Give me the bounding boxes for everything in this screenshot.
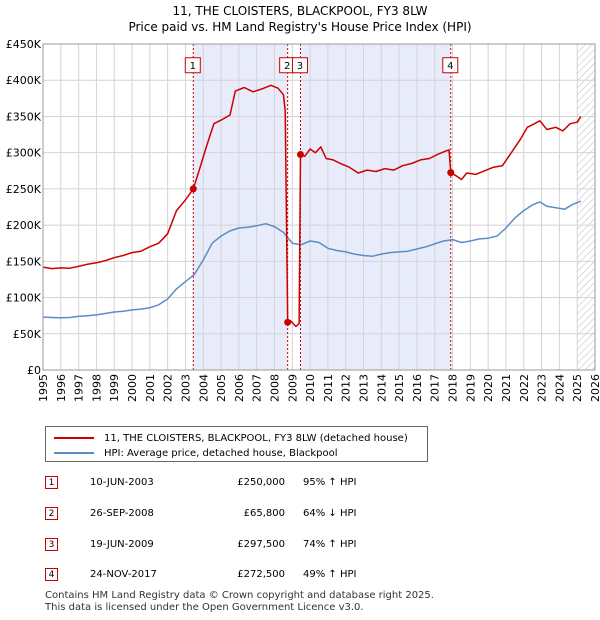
sale-marker-box [291,57,308,74]
legend-item-hpi: HPI: Average price, detached house, Blac… [54,446,338,460]
transaction-number: 4 [45,568,58,581]
x-tick-label: 2001 [144,374,157,402]
sale-marker-number: 4 [447,61,453,72]
sale-point [447,169,455,177]
y-tick-label: £50K [13,328,42,341]
legend-label-property: 11, THE CLOISTERS, BLACKPOOL, FY3 8LW (d… [104,432,408,444]
sale-marker-number: 2 [284,61,290,72]
y-axis: £0 £50K £100K £150K £200K £250K £300K £350K £400… [6,38,596,377]
transaction-row: 3 19-JUN-2009 £297,500 74% ↑ HPI [45,536,405,556]
x-tick-label: 2022 [518,374,531,402]
x-tick-label: 2017 [429,374,442,402]
x-tick-label: 2014 [375,374,388,402]
chart-subtitle: Price paid vs. HM Land Registry's House … [128,20,471,34]
x-tick-label: 2025 [571,374,584,402]
transaction-price: £65,800 [243,508,285,519]
x-axis: 1995 1996 1997 1998 1999 2000 2001 2002 2003 2004… [37,374,600,402]
x-tick-label: 1996 [55,374,68,402]
transaction-number: 2 [45,507,58,520]
transaction-row: 2 26-SEP-2008 £65,800 64% ↓ HPI [45,505,405,525]
sale-marker-box [442,57,459,74]
x-tick-label: 2006 [233,374,246,402]
sale-marker-number: 3 [297,61,303,72]
x-tick-label: 2012 [340,374,353,402]
y-tick-label: £350K [6,110,42,123]
y-tick-label: £250K [6,183,42,196]
transaction-date: 24-NOV-2017 [90,569,157,580]
sale-marker-number: 1 [190,61,196,72]
plot-border [42,43,596,371]
y-tick-label: £100K [6,292,42,305]
x-tick-label: 2020 [482,374,495,402]
hpi-line [42,200,582,319]
x-tick-label: 2007 [251,374,264,402]
transaction-date: 10-JUN-2003 [90,477,154,488]
transaction-number: 3 [45,538,58,551]
y-tick-label: £400K [6,74,42,87]
x-tick-label: 2018 [447,374,460,402]
transaction-date: 26-SEP-2008 [90,508,154,519]
x-tick-label: 2026 [589,374,600,402]
footer-line-1: Contains HM Land Registry data © Crown c… [45,590,434,601]
transaction-hpi: 74% ↑ HPI [303,539,357,550]
legend-swatch-hpi [54,452,94,454]
x-tick-label: 2016 [411,374,424,402]
x-tick-label: 2004 [197,374,210,402]
legend-label-hpi: HPI: Average price, detached house, Blac… [104,447,338,459]
x-tick-label: 2011 [322,374,335,402]
forecast-hatched-area [577,44,595,370]
x-tick-label: 2010 [304,374,317,402]
x-tick-label: 2000 [126,374,139,402]
x-tick-label: 2013 [358,374,371,402]
legend-swatch-property [54,437,94,439]
sale-point [189,185,197,193]
series-layer [42,84,582,328]
transaction-price: £250,000 [237,477,285,488]
y-tick-label: £450K [6,38,42,51]
transaction-hpi: 95% ↑ HPI [303,477,357,488]
transaction-hpi: 64% ↓ HPI [303,508,357,519]
chart-title: 11, THE CLOISTERS, BLACKPOOL, FY3 8LW [172,4,427,18]
transaction-hpi: 49% ↑ HPI [303,569,357,580]
transaction-number: 1 [45,476,58,489]
y-tick-label: £300K [6,147,42,160]
ownership-shaded-band [300,44,451,370]
x-tick-label: 2005 [215,374,228,402]
y-tick-label: £150K [6,255,42,268]
sale-marker-box [184,57,201,74]
property-price-line [42,84,582,328]
x-tick-label: 1995 [37,374,50,402]
legend: 11, THE CLOISTERS, BLACKPOOL, FY3 8LW (d… [45,426,428,462]
x-tick-label: 2002 [162,374,175,402]
x-tick-label: 2015 [393,374,406,402]
transaction-row: 1 10-JUN-2003 £250,000 95% ↑ HPI [45,474,405,494]
legend-item-property: 11, THE CLOISTERS, BLACKPOOL, FY3 8LW (d… [54,431,408,445]
transaction-row: 4 24-NOV-2017 £272,500 49% ↑ HPI [45,566,405,586]
transaction-price: £272,500 [237,569,285,580]
price-chart: 11, THE CLOISTERS, BLACKPOOL, FY3 8LW Pr… [6,4,600,402]
y-tick-label: £200K [6,219,42,232]
x-tick-label: 2024 [553,374,566,402]
x-tick-label: 2019 [464,374,477,402]
sale-point [296,150,304,158]
x-tick-label: 2009 [286,374,299,402]
transaction-price: £297,500 [237,539,285,550]
y-tick-label: £0 [27,364,41,377]
x-tick-label: 2008 [268,374,281,402]
x-tick-label: 2023 [536,374,549,402]
sale-point [284,318,292,326]
ownership-shaded-band [193,44,288,370]
x-tick-label: 2003 [179,374,192,402]
x-tick-label: 2021 [500,374,513,402]
transaction-date: 19-JUN-2009 [90,539,154,550]
x-tick-label: 1999 [108,374,121,402]
footer-attribution: Contains HM Land Registry data © Crown c… [45,590,434,614]
x-tick-label: 1997 [73,374,86,402]
x-tick-label: 1998 [90,374,103,402]
plot-area [43,44,595,370]
footer-line-2: This data is licensed under the Open Gov… [45,602,364,613]
